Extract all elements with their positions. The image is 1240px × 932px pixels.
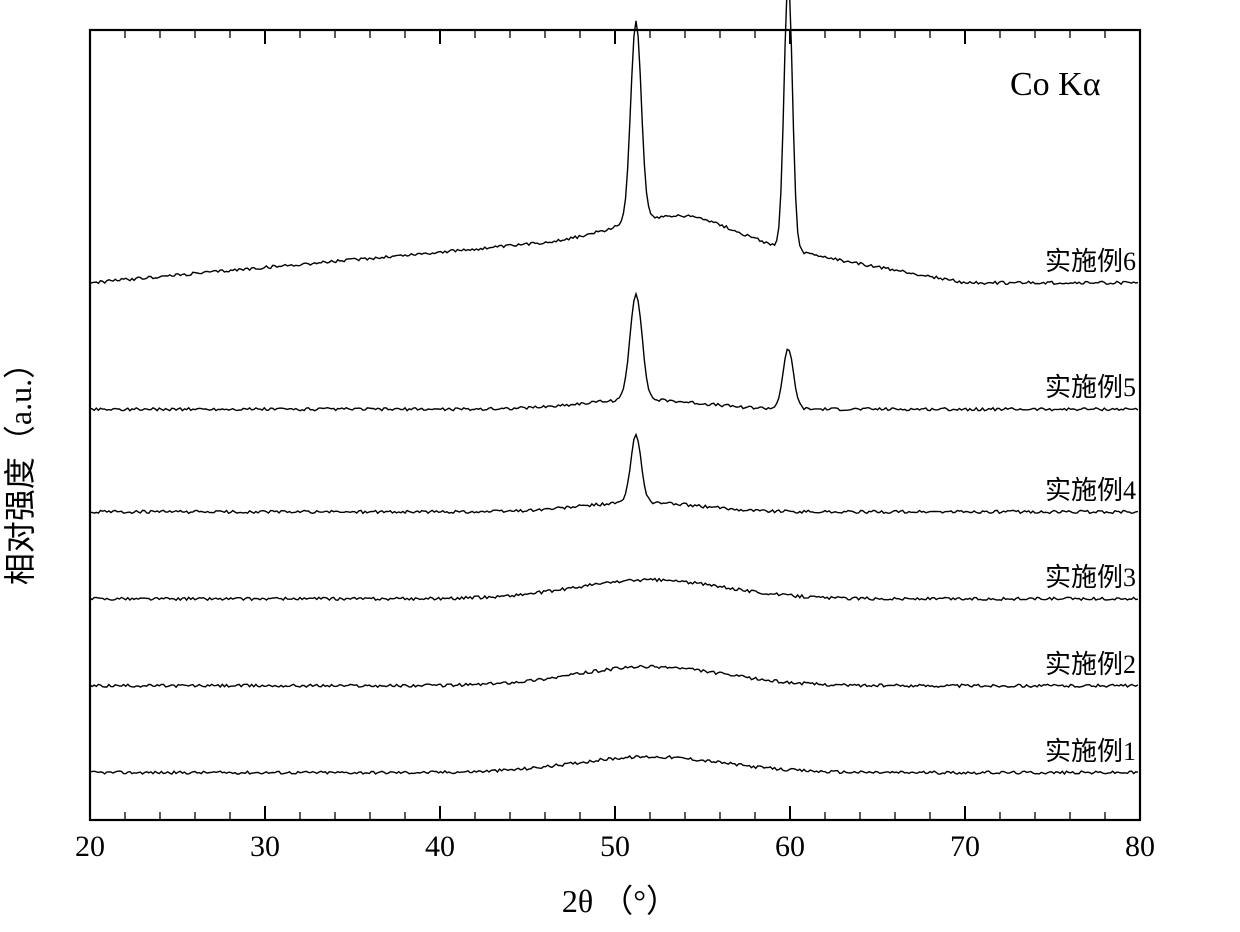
series-example-5 — [90, 294, 1138, 411]
series-label-example-2: 实施例2 — [1045, 644, 1136, 681]
x-tick-label: 30 — [250, 830, 280, 864]
x-tick-label: 80 — [1125, 830, 1155, 864]
series-example-3 — [90, 579, 1138, 601]
chart-container: 相对强度（a.u.） 20 30 40 50 60 70 80 2θ （°） 实施例1 实施例… — [0, 0, 1240, 932]
xrd-plot — [0, 0, 1240, 932]
series-label-example-3: 实施例3 — [1045, 557, 1136, 594]
series-label-example-1: 实施例1 — [1045, 731, 1136, 768]
y-axis-label: 相对强度（a.u.） — [0, 347, 41, 585]
x-tick-label: 20 — [75, 830, 105, 864]
x-tick-label: 50 — [600, 830, 630, 864]
x-tick-label: 60 — [775, 830, 805, 864]
radiation-annotation: Co Kα — [1010, 66, 1101, 104]
x-axis-label: 2θ （°） — [562, 876, 678, 922]
x-tick-label: 40 — [425, 830, 455, 864]
x-tick-label: 70 — [950, 830, 980, 864]
series-label-example-5: 实施例5 — [1045, 367, 1136, 404]
series-label-example-6: 实施例6 — [1045, 241, 1136, 278]
series-label-example-4: 实施例4 — [1045, 470, 1136, 507]
series-example-1 — [90, 756, 1138, 774]
series-example-4 — [90, 435, 1138, 514]
series-example-6 — [90, 0, 1138, 284]
series-example-2 — [90, 665, 1138, 687]
